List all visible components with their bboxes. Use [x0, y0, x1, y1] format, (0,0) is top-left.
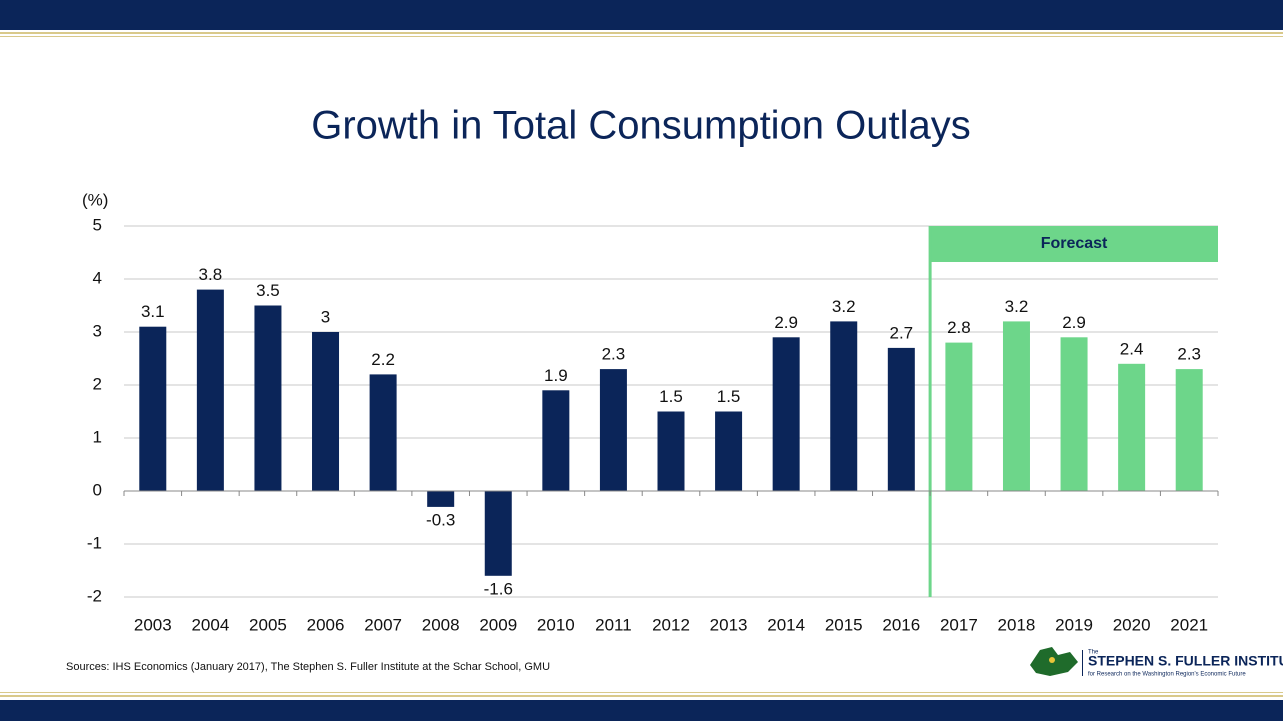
x-tick-label: 2006: [307, 615, 345, 634]
data-label: 3.1: [141, 302, 165, 321]
forecast-label: Forecast: [1041, 235, 1108, 252]
bar: [369, 374, 397, 491]
data-label: 2.2: [371, 350, 395, 369]
bottom-bar: [0, 700, 1283, 721]
x-tick-label: 2004: [191, 615, 229, 634]
data-label: 3: [321, 307, 330, 326]
data-label: -1.6: [484, 579, 513, 598]
bar: [1002, 321, 1030, 491]
bar: [427, 491, 455, 507]
data-label: 1.5: [717, 387, 741, 406]
top-rule: [0, 32, 1283, 34]
x-tick-label: 2007: [364, 615, 402, 634]
data-label: 2.7: [889, 323, 913, 342]
data-label: 3.2: [1005, 297, 1029, 316]
top-bar: [0, 0, 1283, 30]
y-axis-label: (%): [82, 190, 108, 209]
bottom-rule: [0, 695, 1283, 697]
y-tick-label: 1: [93, 427, 102, 446]
y-tick-label: 4: [93, 268, 102, 287]
y-tick-label: -2: [87, 586, 102, 605]
x-tick-label: 2009: [479, 615, 517, 634]
x-tick-label: 2003: [134, 615, 172, 634]
bottom-rule: [0, 692, 1283, 693]
data-label: 2.3: [1177, 345, 1201, 364]
bar: [484, 491, 512, 576]
bar: [1118, 363, 1146, 491]
y-tick-label: 3: [93, 321, 102, 340]
x-tick-label: 2021: [1170, 615, 1208, 634]
source: Sources: IHS Economics (January 2017), T…: [66, 661, 550, 673]
logo-dot: [1049, 657, 1055, 663]
logo-small: The: [1088, 650, 1099, 656]
x-tick-label: 2012: [652, 615, 690, 634]
x-tick-label: 2017: [940, 615, 978, 634]
y-tick-label: 2: [93, 374, 102, 393]
data-label: 2.8: [947, 318, 971, 337]
y-tick-label: 0: [93, 480, 102, 499]
x-tick-label: 2014: [767, 615, 805, 634]
logo-divider: [1082, 650, 1083, 676]
data-label: -0.3: [426, 510, 455, 529]
bar: [139, 326, 167, 491]
y-tick-label: 5: [93, 215, 102, 234]
bar: [1175, 369, 1203, 491]
x-tick-label: 2018: [998, 615, 1036, 634]
bar: [715, 411, 743, 491]
data-label: 2.9: [1062, 313, 1086, 332]
data-label: 3.2: [832, 297, 856, 316]
x-tick-label: 2010: [537, 615, 575, 634]
top-rule: [0, 36, 1283, 37]
logo: The STEPHEN S. FULLER INSTITUTE for Rese…: [1030, 647, 1283, 678]
data-label: 2.4: [1120, 339, 1144, 358]
bar: [254, 305, 282, 491]
bar: [542, 390, 570, 491]
forecast-box: [930, 226, 1218, 262]
x-tick-label: 2011: [595, 615, 632, 634]
x-tick-label: 2005: [249, 615, 287, 634]
bar: [196, 289, 224, 491]
y-tick-label: -1: [87, 533, 102, 552]
x-tick-label: 2013: [710, 615, 748, 634]
data-label: 2.9: [774, 313, 798, 332]
logo-tagline: for Research on the Washington Region's …: [1088, 672, 1246, 678]
data-label: 1.9: [544, 366, 568, 385]
data-label: 2.3: [602, 345, 626, 364]
x-tick-label: 2015: [825, 615, 863, 634]
bar: [657, 411, 685, 491]
bar: [312, 332, 340, 491]
bar: [772, 337, 800, 491]
x-tick-label: 2016: [882, 615, 920, 634]
bar: [887, 347, 915, 491]
x-tick-label: 2008: [422, 615, 460, 634]
bar: [1060, 337, 1088, 491]
data-label: 3.8: [199, 265, 223, 284]
bar: [830, 321, 858, 491]
bar: [945, 342, 973, 491]
data-label: 3.5: [256, 281, 280, 300]
x-tick-label: 2020: [1113, 615, 1151, 634]
data-label: 1.5: [659, 387, 683, 406]
chart-title: Growth in Total Consumption Outlays: [311, 104, 971, 148]
x-tick-label: 2019: [1055, 615, 1093, 634]
bar: [599, 369, 627, 491]
logo-name: STEPHEN S. FULLER INSTITUTE: [1088, 653, 1283, 669]
